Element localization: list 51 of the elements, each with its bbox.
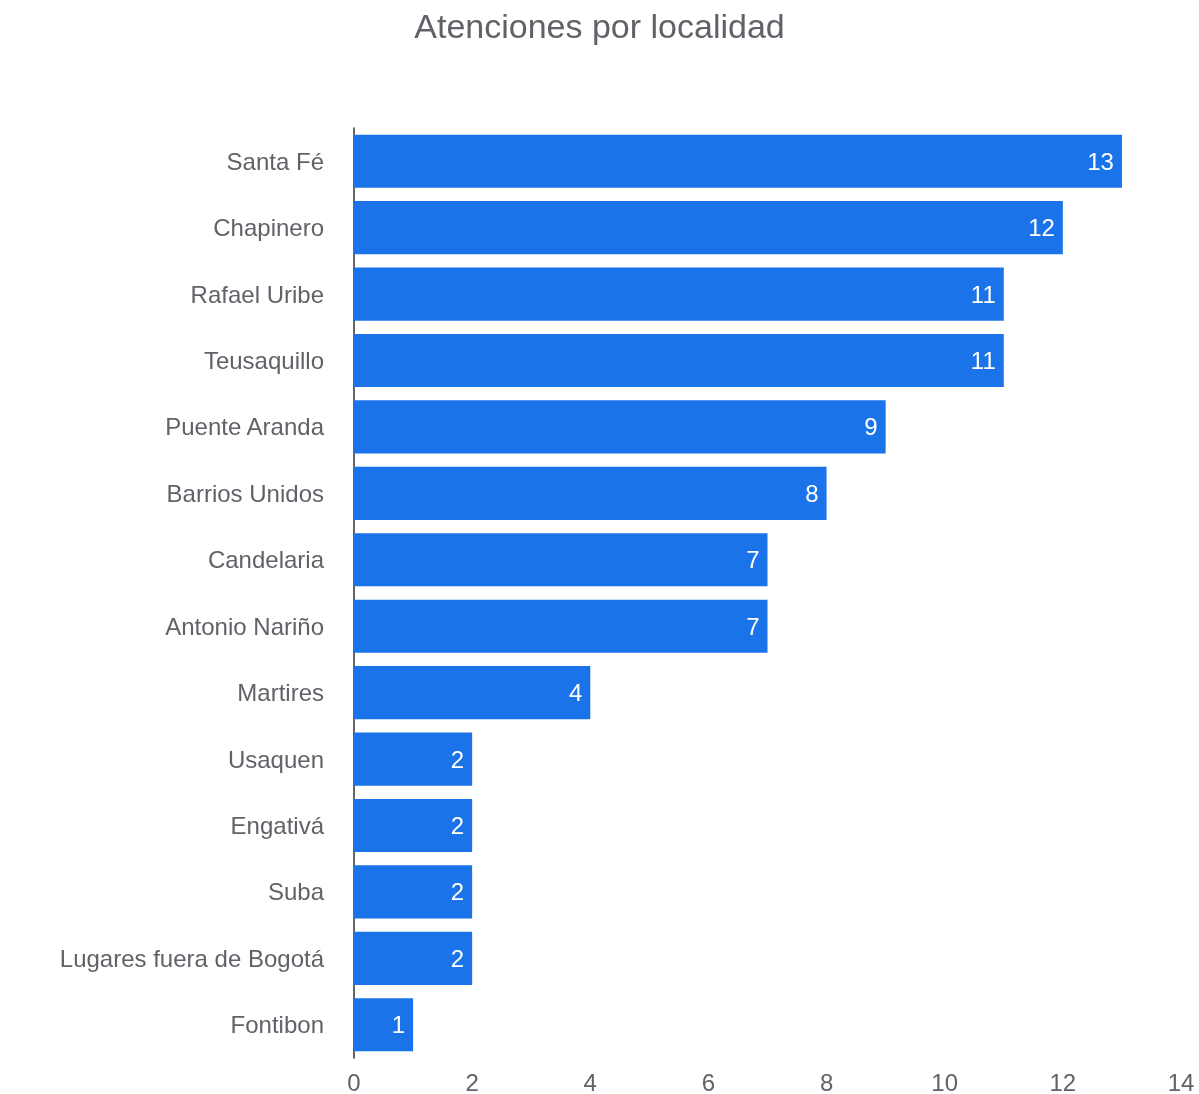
y-tick-label: Puente Aranda bbox=[165, 413, 325, 441]
x-tick-label: 2 bbox=[465, 1068, 479, 1094]
y-tick-label: Usaquen bbox=[227, 745, 324, 773]
y-tick-label: Candelaria bbox=[207, 546, 325, 574]
y-tick-label: Santa Fé bbox=[226, 147, 324, 175]
chart-title: Atenciones por localidad bbox=[414, 7, 785, 45]
bar bbox=[354, 134, 1122, 188]
y-tick-label: Chapinero bbox=[213, 214, 324, 242]
bar bbox=[354, 267, 1004, 321]
bar bbox=[354, 466, 827, 520]
bar bbox=[354, 798, 473, 853]
data-label: 4 bbox=[568, 679, 583, 707]
y-tick-label: Suba bbox=[267, 878, 325, 906]
data-label: 11 bbox=[970, 347, 996, 374]
data-label: 1 bbox=[391, 1011, 406, 1039]
bar bbox=[354, 333, 1004, 388]
y-tick-label: Rafael Uribe bbox=[190, 280, 324, 308]
x-tick-label: 12 bbox=[1049, 1068, 1077, 1094]
y-tick-label: Teusaquillo bbox=[203, 347, 324, 374]
bar bbox=[354, 865, 473, 919]
y-tick-label: Antonio Nariño bbox=[165, 612, 324, 640]
data-label: 2 bbox=[450, 878, 465, 906]
bar bbox=[354, 599, 768, 653]
bar bbox=[354, 666, 591, 720]
x-tick-label: 6 bbox=[701, 1068, 716, 1094]
data-label: 2 bbox=[450, 745, 465, 773]
y-tick-label: Fontibon bbox=[230, 1011, 324, 1039]
x-tick-label: 10 bbox=[931, 1068, 959, 1094]
data-label: 12 bbox=[1028, 214, 1055, 242]
x-tick-label: 0 bbox=[347, 1068, 361, 1094]
data-label: 2 bbox=[450, 944, 465, 972]
bar bbox=[354, 201, 1063, 255]
x-tick-label: 14 bbox=[1167, 1068, 1195, 1094]
y-tick-label: Engativá bbox=[230, 812, 325, 839]
y-tick-label: Lugares fuera de Bogotá bbox=[59, 944, 325, 972]
bar bbox=[354, 732, 473, 786]
y-tick-label: Barrios Unidos bbox=[166, 479, 324, 507]
y-tick-label: Martires bbox=[237, 679, 324, 707]
x-tick-label: 8 bbox=[819, 1068, 834, 1094]
data-label: 13 bbox=[1087, 147, 1114, 175]
data-label: 7 bbox=[746, 612, 760, 640]
data-label: 8 bbox=[805, 479, 819, 507]
data-label: 2 bbox=[450, 812, 465, 839]
bar bbox=[354, 931, 473, 985]
bar bbox=[354, 998, 414, 1052]
bar bbox=[354, 533, 768, 587]
x-tick-label: 4 bbox=[583, 1068, 597, 1094]
data-label: 9 bbox=[864, 413, 878, 441]
bar bbox=[354, 400, 886, 454]
data-label: 11 bbox=[970, 280, 996, 308]
data-label: 7 bbox=[746, 546, 760, 574]
